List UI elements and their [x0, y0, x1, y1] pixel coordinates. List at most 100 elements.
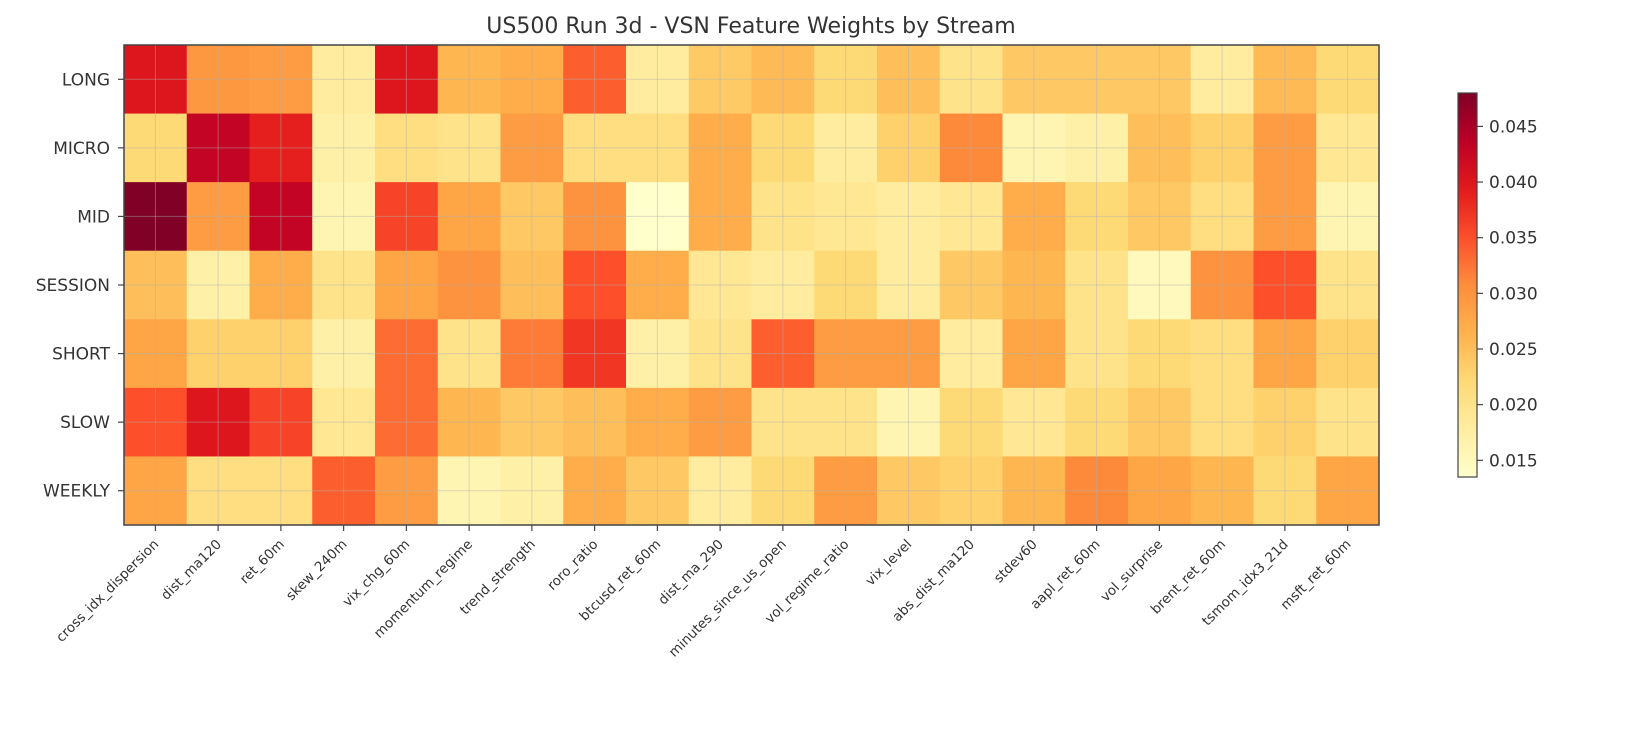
- heatmap-cell: [312, 319, 376, 389]
- heatmap-cell: [1190, 113, 1254, 183]
- heatmap-cells: [124, 45, 1380, 526]
- heatmap-cell: [249, 45, 313, 115]
- heatmap-cell: [1316, 319, 1380, 389]
- heatmap-cell: [124, 319, 188, 389]
- heatmap-cell: [312, 182, 376, 252]
- heatmap-cell: [814, 250, 878, 320]
- heatmap-cell: [563, 387, 627, 457]
- heatmap-cell: [814, 182, 878, 252]
- heatmap-cell: [1253, 113, 1317, 183]
- heatmap-cell: [124, 45, 188, 115]
- heatmap-cell: [877, 113, 941, 183]
- x-tick-label: roro_ratio: [544, 537, 601, 594]
- heatmap-cell: [939, 387, 1003, 457]
- heatmap-cell: [1065, 182, 1129, 252]
- heatmap-cell: [626, 319, 690, 389]
- heatmap-cell: [249, 319, 313, 389]
- heatmap-cell: [1065, 456, 1129, 526]
- y-tick-label: MID: [77, 207, 110, 227]
- heatmap-cell: [186, 387, 250, 457]
- heatmap-cell: [249, 387, 313, 457]
- heatmap-cell: [375, 250, 439, 320]
- heatmap-cell: [437, 182, 501, 252]
- colorbar-tick-label: 0.035: [1489, 229, 1538, 249]
- heatmap-cell: [186, 113, 250, 183]
- heatmap-cell: [814, 456, 878, 526]
- heatmap-cell: [249, 456, 313, 526]
- heatmap-cell: [437, 113, 501, 183]
- heatmap-cell: [1253, 250, 1317, 320]
- colorbar-tick-label: 0.025: [1489, 340, 1538, 360]
- heatmap-cell: [1002, 319, 1066, 389]
- heatmap-cell: [1002, 456, 1066, 526]
- chart-title: US500 Run 3d - VSN Feature Weights by St…: [486, 14, 1015, 39]
- heatmap-cell: [751, 113, 815, 183]
- colorbar-tick-label: 0.045: [1489, 117, 1538, 137]
- y-tick-label: SHORT: [52, 345, 111, 365]
- heatmap-cell: [688, 250, 752, 320]
- heatmap-cell: [877, 182, 941, 252]
- heatmap-cell: [1065, 319, 1129, 389]
- heatmap-cell: [1316, 387, 1380, 457]
- heatmap-cell: [626, 387, 690, 457]
- heatmap-cell: [814, 45, 878, 115]
- heatmap-cell: [1253, 45, 1317, 115]
- heatmap-cell: [626, 45, 690, 115]
- heatmap-cell: [1065, 45, 1129, 115]
- heatmap-cell: [1253, 456, 1317, 526]
- heatmap-cell: [939, 182, 1003, 252]
- heatmap-cell: [939, 45, 1003, 115]
- heatmap-cell: [1190, 319, 1254, 389]
- heatmap-cell: [500, 250, 564, 320]
- colorbar-gradient: [1457, 92, 1478, 478]
- colorbar-tick-label: 0.015: [1489, 451, 1538, 471]
- heatmap-cell: [375, 45, 439, 115]
- heatmap-cell: [312, 113, 376, 183]
- heatmap-cell: [1002, 387, 1066, 457]
- heatmap-cell: [1128, 387, 1192, 457]
- heatmap-cell: [688, 387, 752, 457]
- heatmap-cell: [1065, 113, 1129, 183]
- heatmap-cell: [1190, 387, 1254, 457]
- heatmap-cell: [1002, 182, 1066, 252]
- heatmap-cell: [500, 182, 564, 252]
- heatmap-cell: [1128, 250, 1192, 320]
- heatmap-cell: [500, 113, 564, 183]
- heatmap-cell: [249, 182, 313, 252]
- heatmap-cell: [814, 319, 878, 389]
- heatmap-cell: [186, 45, 250, 115]
- grid-lines: [124, 45, 1379, 525]
- heatmap-cell: [1316, 250, 1380, 320]
- heatmap-cell: [939, 113, 1003, 183]
- heatmap-cell: [751, 456, 815, 526]
- heatmap-cell: [1065, 250, 1129, 320]
- heatmap-cell: [877, 319, 941, 389]
- x-tick-label: stdev60: [991, 537, 1041, 587]
- x-tick-label: dist_ma120: [158, 537, 225, 604]
- x-tick-label: cross_idx_dispersion: [53, 537, 162, 646]
- heatmap-cell: [1128, 182, 1192, 252]
- heatmap-cell: [688, 45, 752, 115]
- heatmap-cell: [1065, 387, 1129, 457]
- heatmap-cell: [312, 387, 376, 457]
- x-tick-label: minutes_since_us_open: [666, 537, 790, 661]
- heatmap-cell: [688, 182, 752, 252]
- heatmap-cell: [751, 319, 815, 389]
- y-tick-label: SLOW: [60, 413, 110, 433]
- heatmap-cell: [688, 456, 752, 526]
- y-axis: LONG MICRO MID SESSION SHORT SLOW WEEKLY: [36, 70, 124, 502]
- heatmap-cell: [563, 113, 627, 183]
- heatmap-cell: [1002, 113, 1066, 183]
- heatmap-cell: [751, 182, 815, 252]
- heatmap-cell: [626, 250, 690, 320]
- heatmap-cell: [1253, 182, 1317, 252]
- heatmap-cell: [1316, 182, 1380, 252]
- heatmap-cell: [814, 387, 878, 457]
- heatmap-cell: [814, 113, 878, 183]
- heatmap-cell: [688, 319, 752, 389]
- heatmap-cell: [375, 182, 439, 252]
- heatmap-cell: [563, 319, 627, 389]
- heatmap-cell: [751, 250, 815, 320]
- colorbar-tick-label: 0.040: [1489, 173, 1538, 193]
